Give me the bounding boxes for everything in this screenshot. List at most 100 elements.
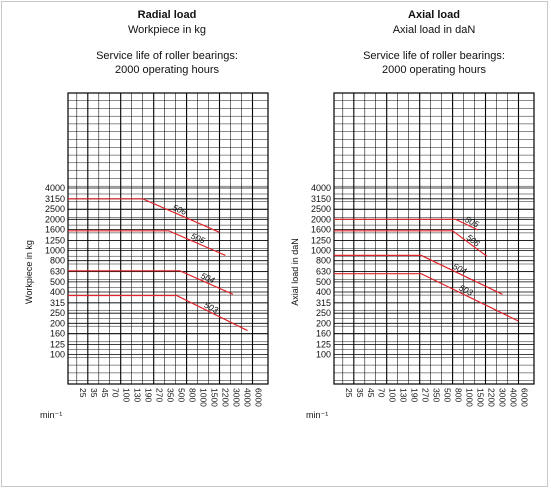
figure-frame: Radial load Workpiece in kg Service life o… — [1, 1, 548, 487]
y-tick-label: 100 — [50, 350, 65, 360]
x-tick-label: 35 — [89, 388, 99, 398]
x-tick-label: 500 — [177, 388, 187, 402]
x-tick-label: 350 — [432, 388, 442, 402]
y-tick-label: 4000 — [45, 183, 65, 193]
series-label-504: 504 — [199, 270, 216, 285]
x-tick-label: 2200 — [487, 388, 497, 407]
y-tick-label: 1000 — [311, 246, 331, 256]
chart-caption-line1: Service life of roller bearings: — [96, 50, 238, 62]
x-tick-label: 100 — [122, 388, 132, 402]
y-tick-label: 2000 — [311, 214, 331, 224]
y-tick-label: 2000 — [45, 214, 65, 224]
x-tick-label: 270 — [421, 388, 431, 402]
y-tick-label: 2500 — [45, 204, 65, 214]
x-tick-label: 130 — [133, 388, 143, 402]
series-line-503 — [68, 294, 248, 332]
x-tick-label: 190 — [410, 388, 420, 402]
plot-border — [67, 92, 269, 385]
y-tick-label: 250 — [316, 308, 331, 318]
series-line-506 — [334, 230, 488, 257]
series-label-506: 506 — [171, 202, 188, 217]
series-label-505: 505 — [463, 214, 480, 229]
chart-subtitle: Workpiece in kg — [128, 24, 206, 36]
x-unit-label: min⁻¹ — [40, 410, 62, 420]
x-tick-label: 1500 — [210, 388, 220, 407]
chart-panel-2: Axial load Axial load in daN Service life … — [290, 9, 535, 420]
y-tick-label: 630 — [316, 267, 331, 277]
y-tick-label: 250 — [50, 308, 65, 318]
y-tick-label: 1600 — [45, 224, 65, 234]
y-tick-label: 3150 — [311, 194, 331, 204]
chart-title: Radial load — [138, 9, 197, 21]
y-tick-label: 200 — [316, 318, 331, 328]
series-line-505 — [68, 230, 226, 256]
x-tick-label: 500 — [443, 388, 453, 402]
series-line-505 — [334, 218, 479, 231]
y-tick-label: 2500 — [311, 204, 331, 214]
x-tick-label: 350 — [166, 388, 176, 402]
x-tick-label: 4000 — [509, 388, 519, 407]
series-line-504 — [334, 254, 503, 295]
x-tick-label: 270 — [155, 388, 165, 402]
chart-panel-1: Radial load Workpiece in kg Service life o… — [24, 9, 269, 420]
y-tick-label: 100 — [316, 350, 331, 360]
x-tick-label: 70 — [111, 388, 121, 398]
x-tick-label: 100 — [388, 388, 398, 402]
series-line-504 — [68, 270, 234, 295]
y-tick-label: 1250 — [45, 236, 65, 246]
x-tick-label: 3000 — [498, 388, 508, 407]
chart-subtitle: Axial load in daN — [393, 24, 476, 36]
series-label-503: 503 — [457, 283, 474, 298]
y-tick-label: 1600 — [311, 224, 331, 234]
chart-caption-line2: 2000 operating hours — [115, 64, 219, 76]
x-tick-label: 1500 — [476, 388, 486, 407]
y-tick-label: 200 — [50, 318, 65, 328]
series-line-506 — [68, 198, 220, 233]
y-tick-label: 400 — [50, 287, 65, 297]
y-axis-label: Axial load in daN — [290, 238, 300, 306]
x-tick-label: 35 — [355, 388, 365, 398]
y-tick-label: 630 — [50, 267, 65, 277]
y-tick-label: 315 — [50, 298, 65, 308]
chart-caption-line1: Service life of roller bearings: — [363, 50, 505, 62]
x-tick-label: 800 — [454, 388, 464, 402]
plot-border — [333, 92, 535, 385]
x-tick-label: 45 — [366, 388, 376, 398]
y-tick-label: 160 — [316, 328, 331, 338]
y-axis-label: Workpiece in kg — [24, 240, 34, 304]
x-tick-label: 25 — [344, 388, 354, 398]
series-line-503 — [334, 273, 519, 322]
x-tick-label: 4000 — [243, 388, 253, 407]
series-label-503: 503 — [203, 300, 220, 315]
x-tick-label: 800 — [188, 388, 198, 402]
y-tick-label: 4000 — [311, 183, 331, 193]
x-tick-label: 190 — [144, 388, 154, 402]
x-tick-label: 25 — [78, 388, 88, 398]
x-tick-label: 70 — [377, 388, 387, 398]
chart-figure: Radial load Workpiece in kg Service life o… — [24, 9, 535, 420]
x-tick-label: 1000 — [465, 388, 475, 407]
x-tick-label: 45 — [100, 388, 110, 398]
series-label-506: 506 — [465, 232, 483, 249]
series-label-504: 504 — [451, 261, 468, 276]
x-tick-label: 130 — [399, 388, 409, 402]
y-tick-label: 160 — [50, 328, 65, 338]
y-tick-label: 800 — [50, 256, 65, 266]
x-tick-label: 3000 — [232, 388, 242, 407]
x-unit-label: min⁻¹ — [306, 410, 328, 420]
y-tick-label: 500 — [316, 277, 331, 287]
y-tick-label: 1250 — [311, 236, 331, 246]
y-tick-label: 800 — [316, 256, 331, 266]
y-tick-label: 315 — [316, 298, 331, 308]
x-tick-label: 2200 — [221, 388, 231, 407]
y-tick-label: 1000 — [45, 246, 65, 256]
x-tick-label: 6000 — [254, 388, 264, 407]
y-tick-label: 125 — [316, 340, 331, 350]
x-tick-label: 1000 — [199, 388, 209, 407]
y-tick-label: 125 — [50, 340, 65, 350]
y-tick-label: 400 — [316, 287, 331, 297]
x-tick-label: 6000 — [520, 388, 530, 407]
y-tick-label: 3150 — [45, 194, 65, 204]
chart-title: Axial load — [408, 9, 460, 21]
y-tick-label: 500 — [50, 277, 65, 287]
